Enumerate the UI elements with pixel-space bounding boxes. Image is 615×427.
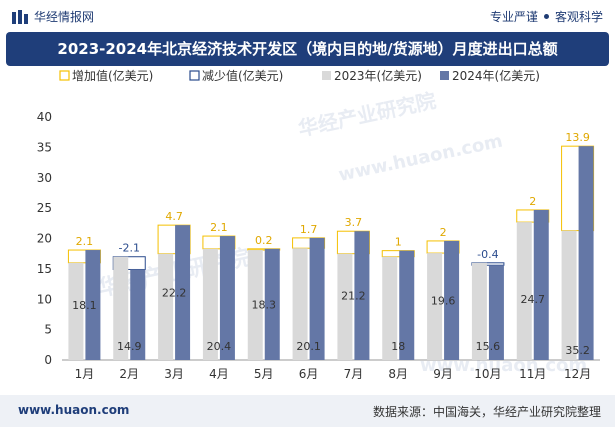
legend-swatch-2023	[322, 71, 331, 80]
bar-2023	[516, 222, 532, 360]
value-label: 18.1	[72, 299, 97, 312]
bar-2024	[488, 265, 504, 360]
legend: 增加值(亿美元) 减少值(亿美元) 2023年(亿美元) 2024年(亿美元)	[59, 68, 540, 83]
legend-label: 2023年(亿美元)	[334, 68, 422, 83]
axes: 0 5 10 15 20 25 30 35 40 1月 2月 3月 4月 5月 6月 7月 8月 9月 10月 11月…	[37, 110, 600, 381]
value-label: 18	[391, 340, 405, 353]
change-label: 3.7	[345, 216, 363, 229]
value-label: 22.2	[162, 287, 187, 300]
value-label: 18.3	[252, 298, 277, 311]
slogan: 专业严谨 客观科学	[490, 8, 603, 25]
y-tick-label: 5	[44, 323, 52, 337]
bar-2023	[158, 253, 174, 360]
bar-2023	[247, 250, 263, 360]
y-tick-label: 15	[37, 262, 52, 276]
bar-2023	[68, 262, 84, 360]
value-label: 21.2	[341, 290, 366, 303]
bar-2024	[354, 231, 370, 360]
bar-2023	[113, 256, 129, 360]
change-label: 4.7	[165, 210, 183, 223]
legend-swatch-decrease	[189, 70, 200, 81]
value-label: 14.9	[117, 340, 142, 353]
x-tick-label: 11月	[519, 367, 546, 381]
bar-2023	[382, 256, 398, 360]
y-tick-label: 35	[37, 140, 52, 154]
bar-2023	[337, 253, 353, 360]
value-label: 19.6	[431, 294, 456, 307]
bar-2023	[471, 262, 487, 360]
change-label: 2.1	[76, 235, 94, 248]
change-label: 0.2	[255, 234, 273, 247]
change-label: 2.1	[210, 221, 228, 234]
watermark-text: 华经产业研究院	[296, 88, 438, 141]
legend-swatch-increase	[59, 70, 70, 81]
bar-2024	[444, 240, 460, 360]
slogan-1: 专业严谨	[489, 10, 538, 24]
bar-2024	[533, 209, 549, 360]
change-label: -0.4	[477, 248, 498, 261]
legend-label: 减少值(亿美元)	[202, 68, 283, 83]
x-tick-label: 2月	[119, 367, 139, 381]
footer-source: 数据来源：中国海关，华经产业研究院整理	[372, 405, 601, 419]
legend-label: 2024年(亿美元)	[452, 68, 540, 83]
bar-2024	[175, 225, 191, 360]
brand: 华经情报网	[12, 8, 94, 25]
value-label: 35.2	[565, 344, 590, 357]
bar-2024	[219, 236, 235, 360]
value-label: 15.6	[476, 340, 501, 353]
footer-website: www.huaon.com	[18, 403, 130, 417]
x-tick-label: 12月	[564, 367, 591, 381]
top-bar: 华经情报网 专业严谨 客观科学	[0, 0, 615, 32]
x-tick-label: 6月	[299, 367, 319, 381]
slogan-dot-icon	[543, 14, 549, 19]
chart-title: 2023-2024年北京经济技术开发区（境内目的地/货源地）月度进出口总额	[57, 40, 558, 58]
value-label: 20.1	[296, 340, 321, 353]
y-tick-label: 10	[37, 292, 52, 306]
bar-2023	[427, 253, 443, 360]
y-tick-label: 20	[37, 232, 52, 246]
y-tick-label: 0	[44, 353, 52, 367]
change-label: -2.1	[119, 242, 140, 255]
bar-2024	[130, 269, 146, 360]
legend-swatch-2024	[440, 71, 449, 80]
data-labels: 2.1 18.1 -2.1 14.9 4.7 22.2 2.1 20.4 0.2 18.3 1.7 2…	[72, 131, 590, 357]
change-label: 1	[395, 236, 402, 249]
title-bar: 2023-2024年北京经济技术开发区（境内目的地/货源地）月度进出口总额	[6, 32, 609, 66]
x-tick-label: 7月	[344, 367, 364, 381]
value-label: 24.7	[521, 293, 546, 306]
change-label: 2	[529, 195, 536, 208]
brand-name: 华经情报网	[34, 10, 95, 24]
chart: 华经产业研究院www.huaon.com华经产业研究院www.huaon.com…	[37, 68, 600, 381]
legend-label: 增加值(亿美元)	[72, 68, 153, 83]
x-tick-label: 9月	[433, 367, 453, 381]
y-tick-label: 40	[37, 110, 52, 124]
x-tick-label: 8月	[388, 367, 408, 381]
bar-2024	[399, 250, 415, 360]
bar-2024	[264, 248, 280, 360]
bar-2023	[202, 248, 218, 360]
bar-2023	[561, 230, 577, 360]
bars	[67, 145, 595, 360]
bar-2024	[85, 250, 101, 360]
slogan-2: 客观科学	[554, 10, 603, 24]
y-tick-label: 25	[37, 201, 52, 215]
watermark-text: www.huaon.com	[337, 131, 505, 186]
value-label: 20.4	[207, 340, 232, 353]
y-tick-label: 30	[37, 171, 52, 185]
footer: www.huaon.com 数据来源：中国海关，华经产业研究院整理	[0, 395, 615, 427]
x-tick-label: 4月	[209, 367, 229, 381]
change-label: 1.7	[300, 223, 318, 236]
x-tick-label: 1月	[75, 367, 95, 381]
brand-logo-icon	[12, 9, 28, 24]
bar-2024	[309, 237, 325, 360]
change-label: 2	[440, 226, 447, 239]
bar-2024	[578, 146, 594, 360]
x-tick-label: 10月	[474, 367, 501, 381]
x-tick-label: 3月	[164, 367, 184, 381]
x-tick-label: 5月	[254, 367, 274, 381]
change-label: 13.9	[565, 131, 590, 144]
bar-2023	[292, 248, 308, 360]
